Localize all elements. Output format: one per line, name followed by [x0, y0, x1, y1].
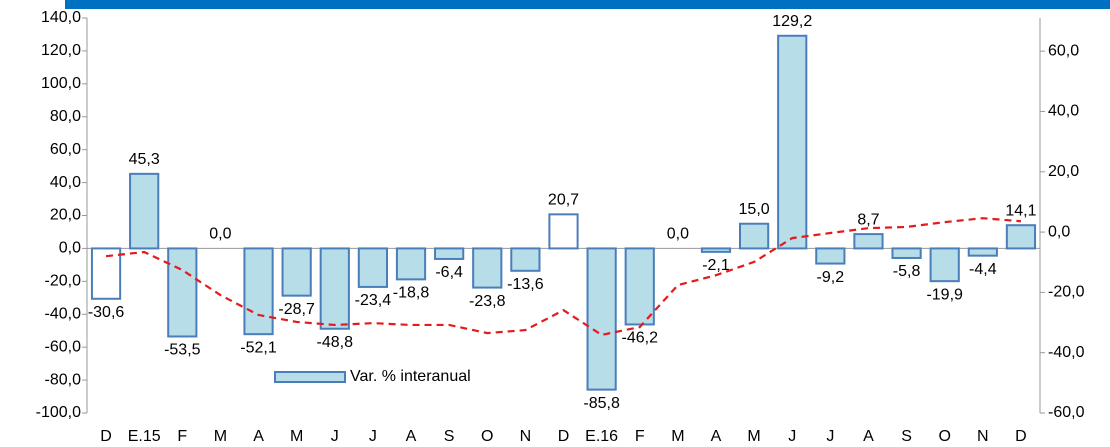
data-label: -48,8: [317, 334, 354, 351]
x-tick-label: M: [747, 428, 760, 445]
x-tick-label: J: [331, 428, 339, 445]
bar: [167, 247, 198, 338]
y-tick-label: 20,0: [50, 207, 81, 224]
y-tick-label: 140,0: [41, 9, 81, 26]
bar: [90, 247, 122, 300]
data-label: 0,0: [667, 226, 689, 243]
bar: [472, 247, 503, 289]
bar: [624, 247, 655, 326]
x-tick-label: O: [938, 428, 950, 445]
data-label: -23,8: [469, 293, 506, 310]
bar: [777, 34, 808, 250]
bar: [853, 233, 884, 250]
legend-label: Var. % interanual: [350, 368, 471, 385]
bar: [510, 247, 541, 272]
bar: [281, 247, 312, 297]
x-tick-label: M: [214, 428, 227, 445]
x-tick-label: M: [671, 428, 684, 445]
data-label: -2,1: [702, 257, 730, 274]
x-tick-label: J: [369, 428, 377, 445]
x-tick-label: J: [826, 428, 834, 445]
x-tick-label: D: [1015, 428, 1027, 445]
x-tick-label: N: [520, 428, 532, 445]
y2-tick-label: 0,0: [1048, 223, 1070, 240]
data-label: -6,4: [435, 264, 463, 281]
data-label: -19,9: [926, 286, 963, 303]
bar: [586, 247, 617, 391]
x-tick-label: J: [788, 428, 796, 445]
y-tick-label: 0,0: [59, 240, 81, 257]
data-label: 20,7: [548, 192, 579, 209]
data-label: -53,5: [164, 342, 201, 359]
bar: [395, 247, 427, 281]
x-tick-label: A: [406, 428, 417, 445]
data-label: 45,3: [129, 151, 160, 168]
bar: [129, 172, 160, 250]
x-tick-label: E.15: [128, 428, 161, 445]
y2-tick-label: -40,0: [1048, 344, 1085, 361]
y-tick-label: -100,0: [36, 404, 81, 421]
data-label: -85,8: [583, 395, 620, 412]
x-tick-label: A: [863, 428, 874, 445]
y2-tick-label: 60,0: [1048, 42, 1079, 59]
data-label: -52,1: [240, 339, 277, 356]
bar: [434, 247, 465, 260]
x-tick-label: S: [444, 428, 455, 445]
data-label: 15,0: [739, 201, 770, 218]
data-label: -30,6: [88, 304, 125, 321]
data-label: -13,6: [507, 276, 544, 293]
x-tick-label: F: [635, 428, 645, 445]
y-tick-label: -60,0: [45, 338, 82, 355]
y-tick-label: -80,0: [45, 371, 82, 388]
x-tick-label: D: [100, 428, 112, 445]
bar: [700, 247, 732, 253]
bar: [1005, 224, 1037, 250]
header-band: [65, 0, 1110, 9]
x-tick-label: S: [901, 428, 912, 445]
y-tick-label: 120,0: [41, 42, 81, 59]
x-tick-label: F: [177, 428, 187, 445]
data-label: 8,7: [857, 211, 879, 228]
bar: [891, 247, 922, 259]
x-tick-label: N: [977, 428, 989, 445]
y-tick-label: 100,0: [41, 75, 81, 92]
legend-swatch: [274, 371, 346, 383]
data-label: -5,8: [893, 263, 921, 280]
y-tick-label: 60,0: [50, 141, 81, 158]
data-label: -23,4: [355, 292, 392, 309]
y2-tick-label: 20,0: [1048, 163, 1079, 180]
bar: [815, 247, 846, 265]
bar: [357, 247, 389, 288]
y2-tick-label: 40,0: [1048, 103, 1079, 120]
bar: [319, 247, 350, 330]
y2-tick-label: -60,0: [1048, 404, 1085, 421]
line: [105, 217, 1022, 337]
x-tick-label: E.16: [585, 428, 618, 445]
x-tick-label: A: [253, 428, 264, 445]
bar: [738, 222, 770, 250]
y-tick-label: -20,0: [45, 273, 82, 290]
x-tick-label: D: [558, 428, 570, 445]
data-label: 129,2: [772, 13, 812, 30]
data-label: -9,2: [817, 269, 845, 286]
y-tick-label: 40,0: [50, 174, 81, 191]
x-tick-label: M: [290, 428, 303, 445]
bar: [929, 247, 960, 283]
bar: [243, 247, 274, 336]
y-tick-label: -40,0: [45, 305, 82, 322]
bar: [548, 213, 579, 250]
data-label: -4,4: [969, 261, 997, 278]
data-label: 14,1: [1005, 202, 1036, 219]
y2-tick-label: -20,0: [1048, 284, 1085, 301]
bar: [967, 247, 998, 257]
x-tick-label: A: [711, 428, 722, 445]
data-label: -28,7: [278, 301, 315, 318]
data-label: 0,0: [209, 226, 231, 243]
x-tick-label: O: [481, 428, 493, 445]
data-label: -46,2: [622, 330, 659, 347]
data-label: -18,8: [393, 285, 430, 302]
y-tick-label: 80,0: [50, 108, 81, 125]
